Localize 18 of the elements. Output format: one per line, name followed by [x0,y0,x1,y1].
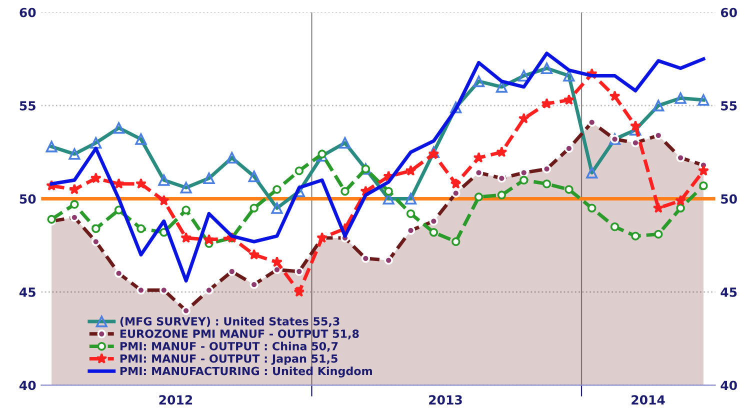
y-tick-label: 40 [20,380,36,390]
x-tick-label: 2013 [429,395,462,405]
y2-tick-label: 40 [720,380,737,390]
y-tick-label: 45 [20,288,36,297]
x-tick-label: 2014 [632,395,665,405]
y-tick-label: 60 [20,8,36,18]
legend-label: PMI: MANUF - OUTPUT : Japan 51,5 [120,354,338,365]
y2-tick-label: 50 [721,194,737,204]
y2-tick-label: 60 [720,8,737,18]
legend-label: PMI: MANUF - OUTPUT : China 50,7 [120,342,338,352]
y2-tick-label: 55 [721,101,737,110]
legend-label: (MFG SURVEY) : United States 55,3 [120,316,340,327]
y-tick-label: 50 [20,194,36,204]
legend-label: EUROZONE PMI MANUF - OUTPUT 51,8 [120,330,359,340]
y-tick-label: 55 [20,101,36,110]
legend-label: PMI: MANUFACTURING : United Kingdom [120,366,372,378]
y2-tick-label: 45 [720,288,737,297]
x-tick-label: 2012 [159,395,192,405]
